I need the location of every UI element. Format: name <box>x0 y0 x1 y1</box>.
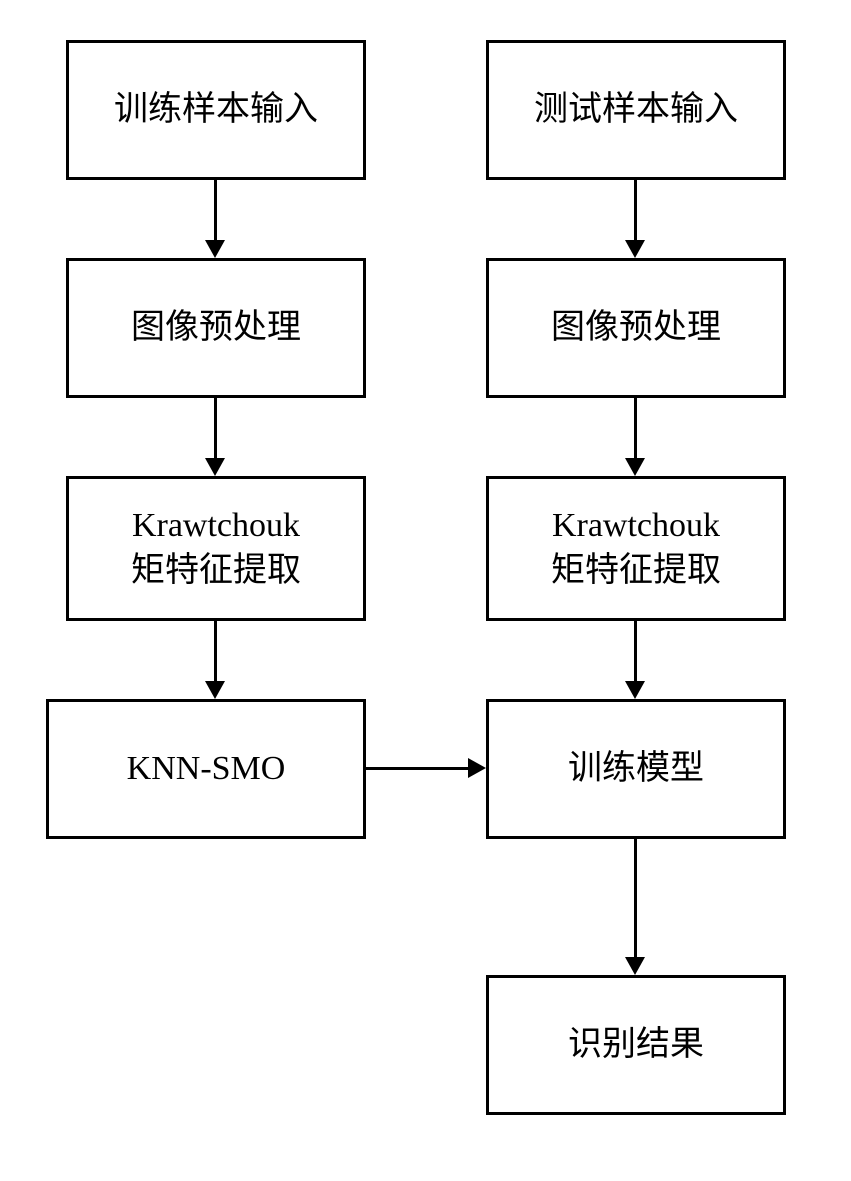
node-label: Krawtchouk矩特征提取 <box>551 504 721 592</box>
arrowhead-icon <box>625 681 645 699</box>
node-test-input: 测试样本输入 <box>486 40 786 180</box>
arrow-edge <box>214 621 217 683</box>
arrow-edge <box>634 839 637 959</box>
arrowhead-icon <box>625 458 645 476</box>
arrow-edge <box>634 621 637 683</box>
arrowhead-icon <box>625 957 645 975</box>
node-test-preprocess: 图像预处理 <box>486 258 786 398</box>
node-label: 识别结果 <box>568 1023 704 1067</box>
arrow-edge <box>366 767 470 770</box>
node-train-preprocess: 图像预处理 <box>66 258 366 398</box>
node-result: 识别结果 <box>486 975 786 1115</box>
node-label: 图像预处理 <box>551 306 721 350</box>
flowchart-container: 训练样本输入 图像预处理 Krawtchouk矩特征提取 KNN-SMO 测试样… <box>0 0 851 1181</box>
arrowhead-icon <box>205 240 225 258</box>
arrow-edge <box>634 398 637 460</box>
node-label: KNN-SMO <box>127 747 286 791</box>
arrowhead-icon <box>625 240 645 258</box>
node-label: 测试样本输入 <box>534 88 738 132</box>
node-test-extract: Krawtchouk矩特征提取 <box>486 476 786 621</box>
node-knn-smo: KNN-SMO <box>46 699 366 839</box>
arrowhead-icon <box>468 758 486 778</box>
node-label: 训练样本输入 <box>114 88 318 132</box>
arrow-edge <box>634 180 637 242</box>
arrow-edge <box>214 398 217 460</box>
node-train-model: 训练模型 <box>486 699 786 839</box>
node-label: Krawtchouk矩特征提取 <box>131 504 301 592</box>
node-train-input: 训练样本输入 <box>66 40 366 180</box>
node-label: 训练模型 <box>568 747 704 791</box>
node-train-extract: Krawtchouk矩特征提取 <box>66 476 366 621</box>
node-label: 图像预处理 <box>131 306 301 350</box>
arrowhead-icon <box>205 458 225 476</box>
arrowhead-icon <box>205 681 225 699</box>
arrow-edge <box>214 180 217 242</box>
